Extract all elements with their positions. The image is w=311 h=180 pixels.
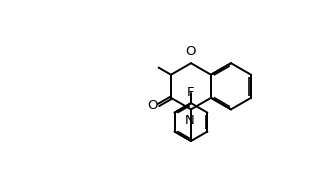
- Text: O: O: [148, 99, 158, 112]
- Text: O: O: [186, 45, 196, 58]
- Text: N: N: [185, 114, 195, 127]
- Text: F: F: [187, 86, 195, 99]
